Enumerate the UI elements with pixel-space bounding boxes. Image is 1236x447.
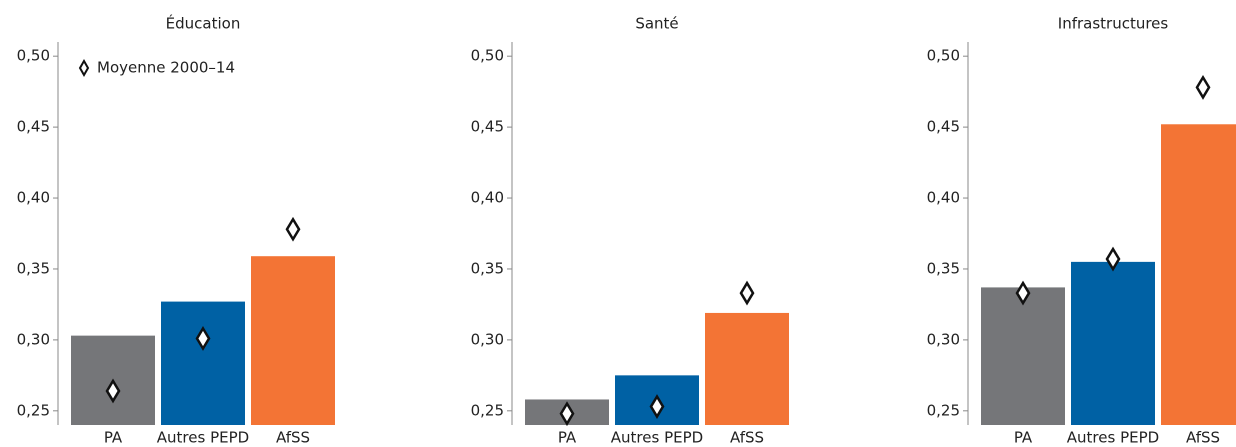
y-tick-label: 0,45 <box>471 118 504 136</box>
y-tick-label: 0,30 <box>471 330 504 348</box>
y-tick-label: 0,35 <box>17 259 50 277</box>
bar <box>251 256 335 425</box>
y-tick-label: 0,40 <box>471 189 504 207</box>
y-tick-label: 0,50 <box>471 47 504 65</box>
y-tick-label: 0,25 <box>17 401 50 419</box>
y-tick-label: 0,35 <box>471 259 504 277</box>
y-tick-label: 0,40 <box>927 189 960 207</box>
marker <box>739 280 755 306</box>
chart-title: Santé <box>635 15 678 33</box>
chart-title: Éducation <box>166 14 241 33</box>
y-tick-label: 0,45 <box>927 118 960 136</box>
marker <box>1105 246 1121 272</box>
y-tick-label: 0,50 <box>17 47 50 65</box>
marker <box>649 394 665 419</box>
bar <box>1161 124 1236 425</box>
y-tick-label: 0,30 <box>17 330 50 348</box>
marker <box>1195 74 1211 100</box>
legend-label: Moyenne 2000–14 <box>97 59 235 77</box>
marker <box>559 401 575 427</box>
x-tick-label: AfSS <box>730 429 764 447</box>
marker <box>1015 280 1031 306</box>
marker <box>105 378 121 404</box>
legend-marker <box>78 58 90 78</box>
x-tick-label: PA <box>1014 429 1033 447</box>
y-tick-label: 0,35 <box>927 259 960 277</box>
x-tick-label: Autres PEPD <box>1067 429 1159 447</box>
x-tick-label: AfSS <box>276 429 310 447</box>
marker <box>195 326 211 351</box>
bar <box>705 312 789 425</box>
y-tick-label: 0,45 <box>17 118 50 136</box>
x-tick-label: Autres PEPD <box>157 429 249 447</box>
y-tick-label: 0,25 <box>927 401 960 419</box>
x-tick-label: AfSS <box>1186 429 1220 447</box>
y-tick-label: 0,40 <box>17 189 50 207</box>
chart-title: Infrastructures <box>1058 15 1169 33</box>
x-tick-label: PA <box>104 429 123 447</box>
y-tick-label: 0,25 <box>471 401 504 419</box>
y-tick-label: 0,50 <box>927 47 960 65</box>
y-tick-label: 0,30 <box>927 330 960 348</box>
bar <box>161 301 245 425</box>
bar <box>981 287 1065 425</box>
marker <box>285 216 301 242</box>
x-tick-label: PA <box>558 429 577 447</box>
bar <box>1071 261 1155 425</box>
x-tick-label: Autres PEPD <box>611 429 703 447</box>
